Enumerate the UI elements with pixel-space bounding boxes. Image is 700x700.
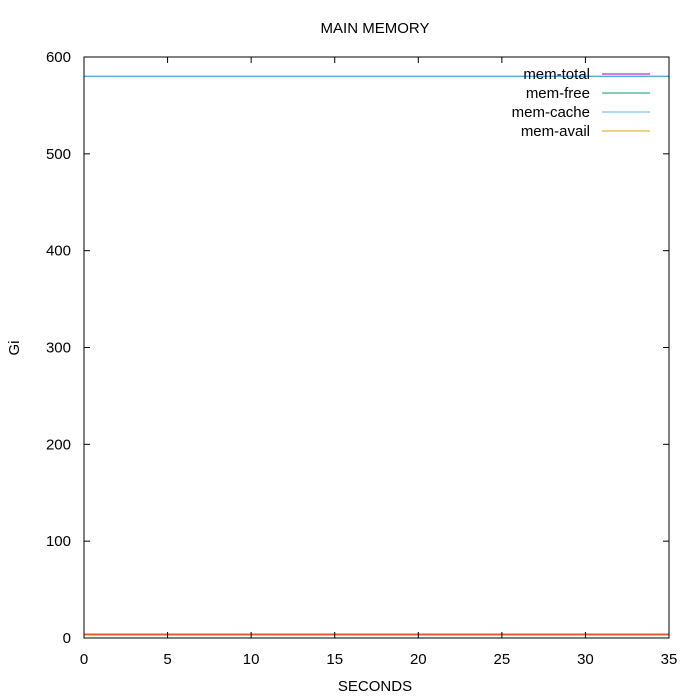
legend-label-mem-cache: mem-cache xyxy=(512,104,590,121)
series-layer xyxy=(84,75,669,636)
x-axis-label: SECONDS xyxy=(338,678,412,695)
x-tick-label: 10 xyxy=(243,651,260,668)
x-tick-label: 5 xyxy=(163,651,171,668)
x-tick-label: 25 xyxy=(494,651,511,668)
x-tick-label: 15 xyxy=(326,651,343,668)
legend-label-mem-total: mem-total xyxy=(523,66,590,83)
x-tick-label: 30 xyxy=(577,651,594,668)
x-tick-label: 0 xyxy=(80,651,88,668)
y-tick-label: 0 xyxy=(63,630,71,647)
axes-layer: 0 5 10 15 20 25 30 35 0 100 200 300 400 500 600 xyxy=(46,49,677,668)
y-axis-label: Gi xyxy=(6,341,23,356)
y-tick-label: 600 xyxy=(46,49,71,66)
y-tick-label: 100 xyxy=(46,533,71,550)
y-tick-label: 500 xyxy=(46,146,71,163)
y-tick-label: 300 xyxy=(46,340,71,357)
legend-label-mem-free: mem-free xyxy=(526,85,590,102)
y-tick-label: 400 xyxy=(46,243,71,260)
x-tick-label: 20 xyxy=(410,651,427,668)
y-tick-label: 200 xyxy=(46,436,71,453)
x-tick-label: 35 xyxy=(661,651,678,668)
chart-title: MAIN MEMORY xyxy=(321,20,430,37)
legend-label-mem-avail: mem-avail xyxy=(521,123,590,140)
legend: mem-total mem-free mem-cache mem-avail xyxy=(512,66,650,140)
